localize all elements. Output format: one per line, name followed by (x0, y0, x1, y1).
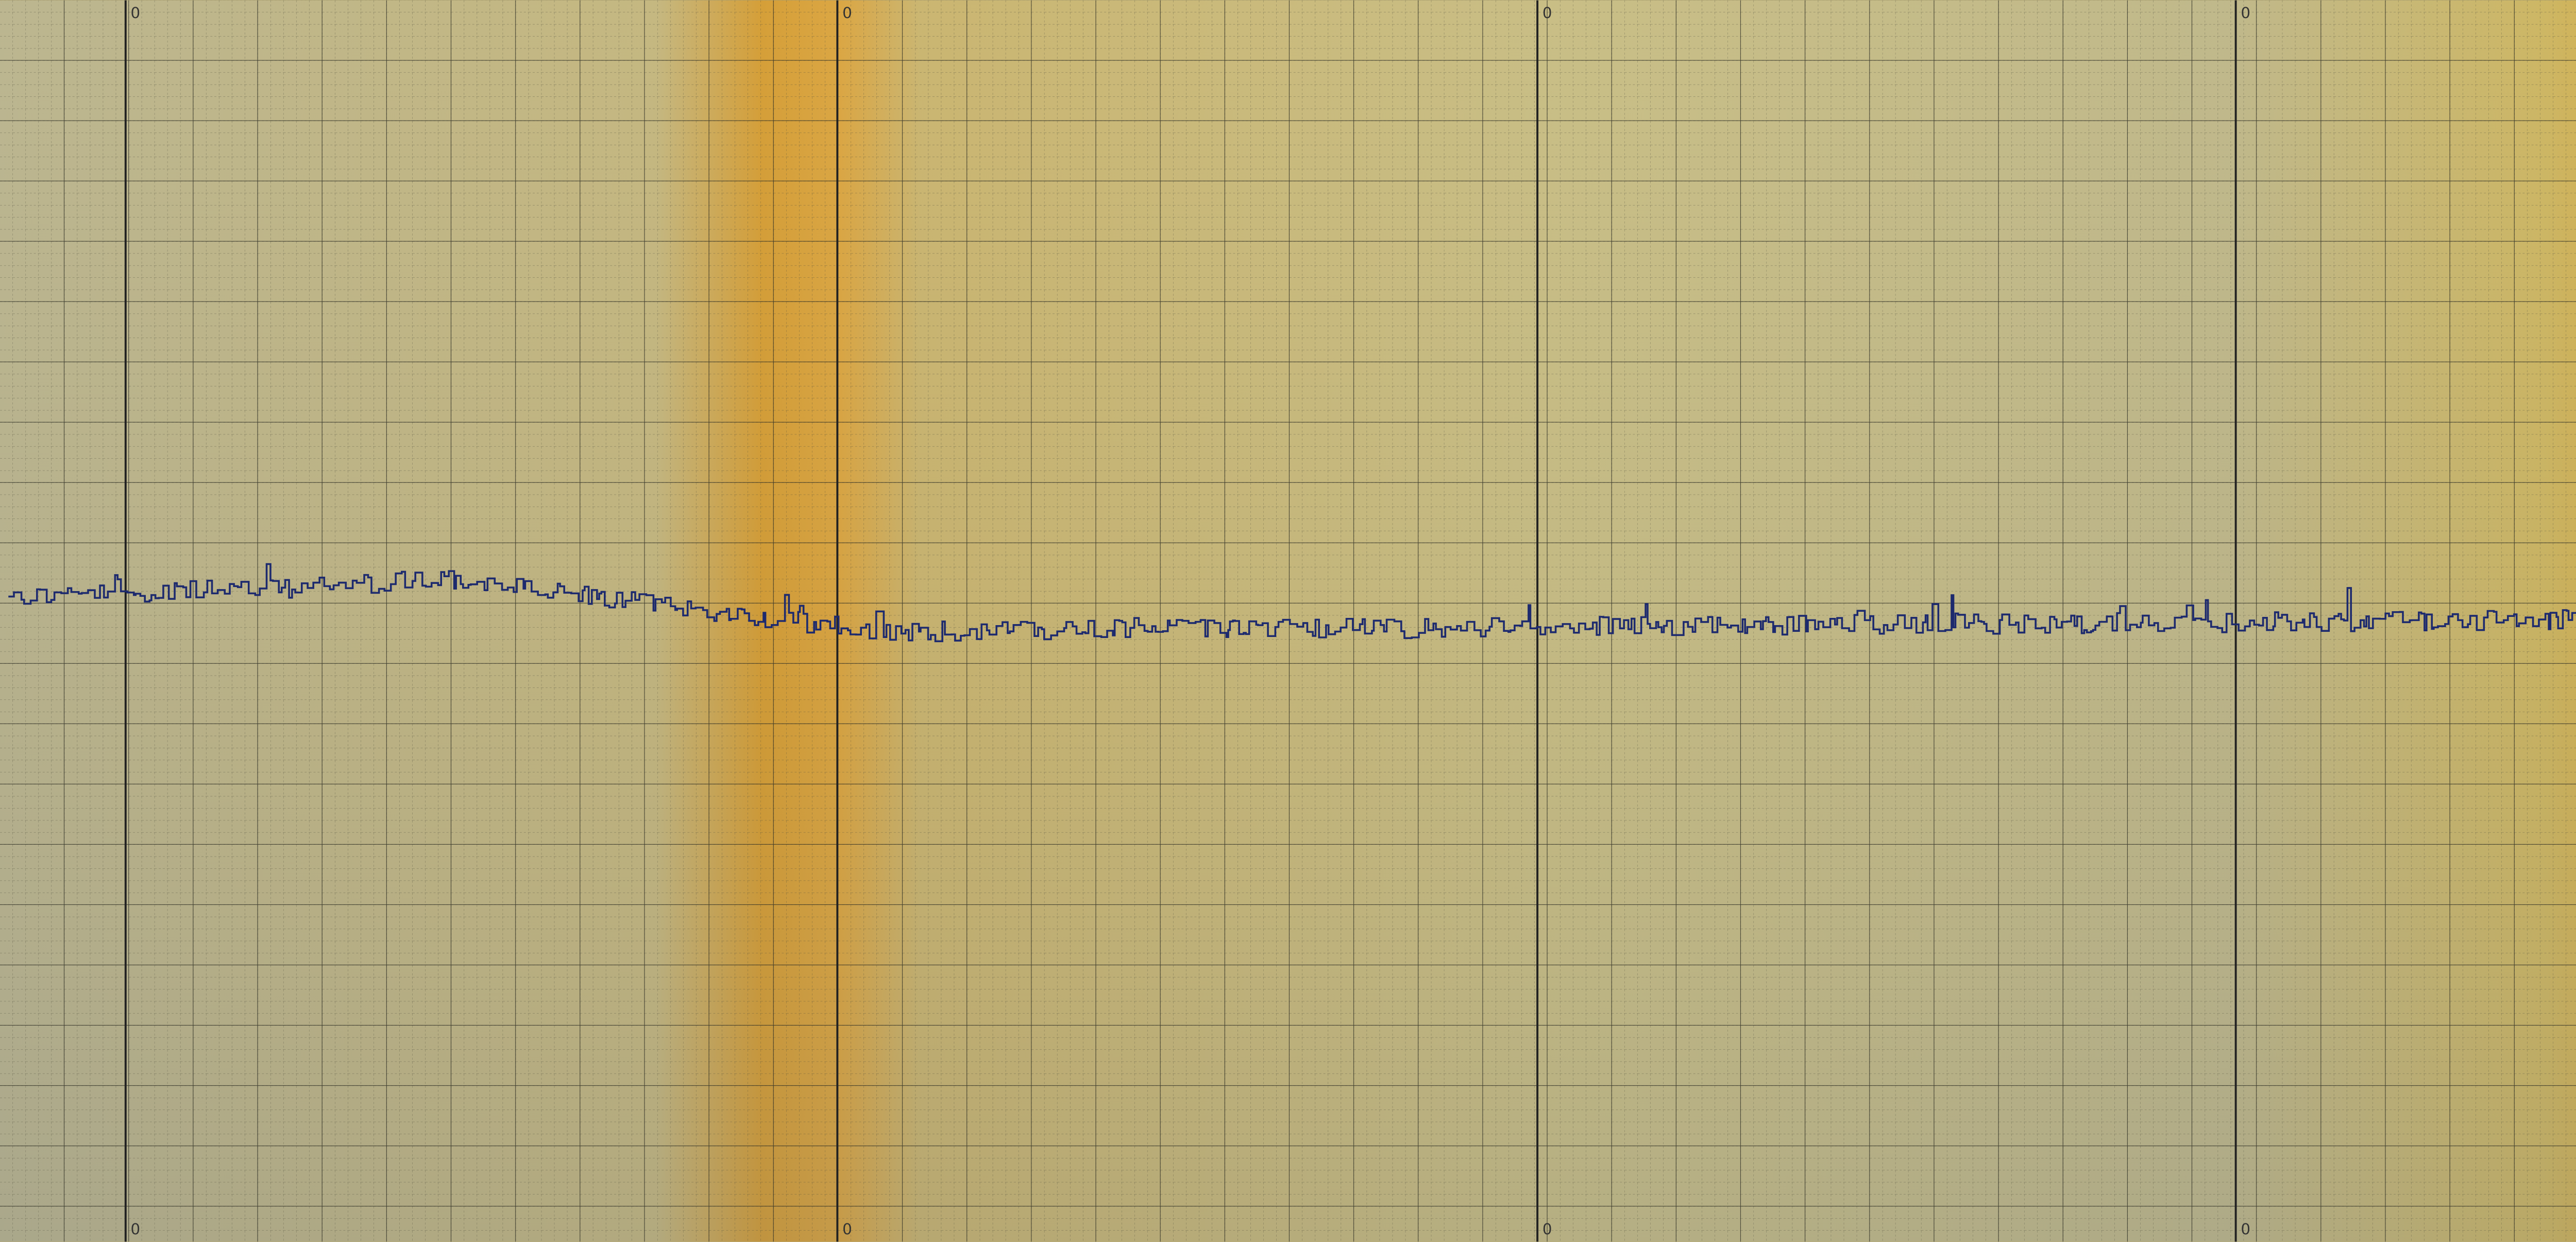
scale-label: 0 (131, 4, 141, 22)
major-grid (0, 1, 2576, 1242)
scale-label: 0 (1543, 1220, 1552, 1238)
scale-label: 0 (2241, 1220, 2250, 1238)
page: 0 0 0 0 0 0 0 0 (() => { const data = JS… (0, 0, 2576, 1242)
scale-label: 0 (842, 4, 852, 22)
scale-label: 0 (2241, 4, 2250, 22)
scale-label: 0 (842, 1220, 852, 1238)
scale-label: 0 (131, 1220, 141, 1238)
scale-label: 0 (1543, 4, 1552, 22)
chart-paper: 0 0 0 0 0 0 0 0 (0, 0, 2576, 1242)
